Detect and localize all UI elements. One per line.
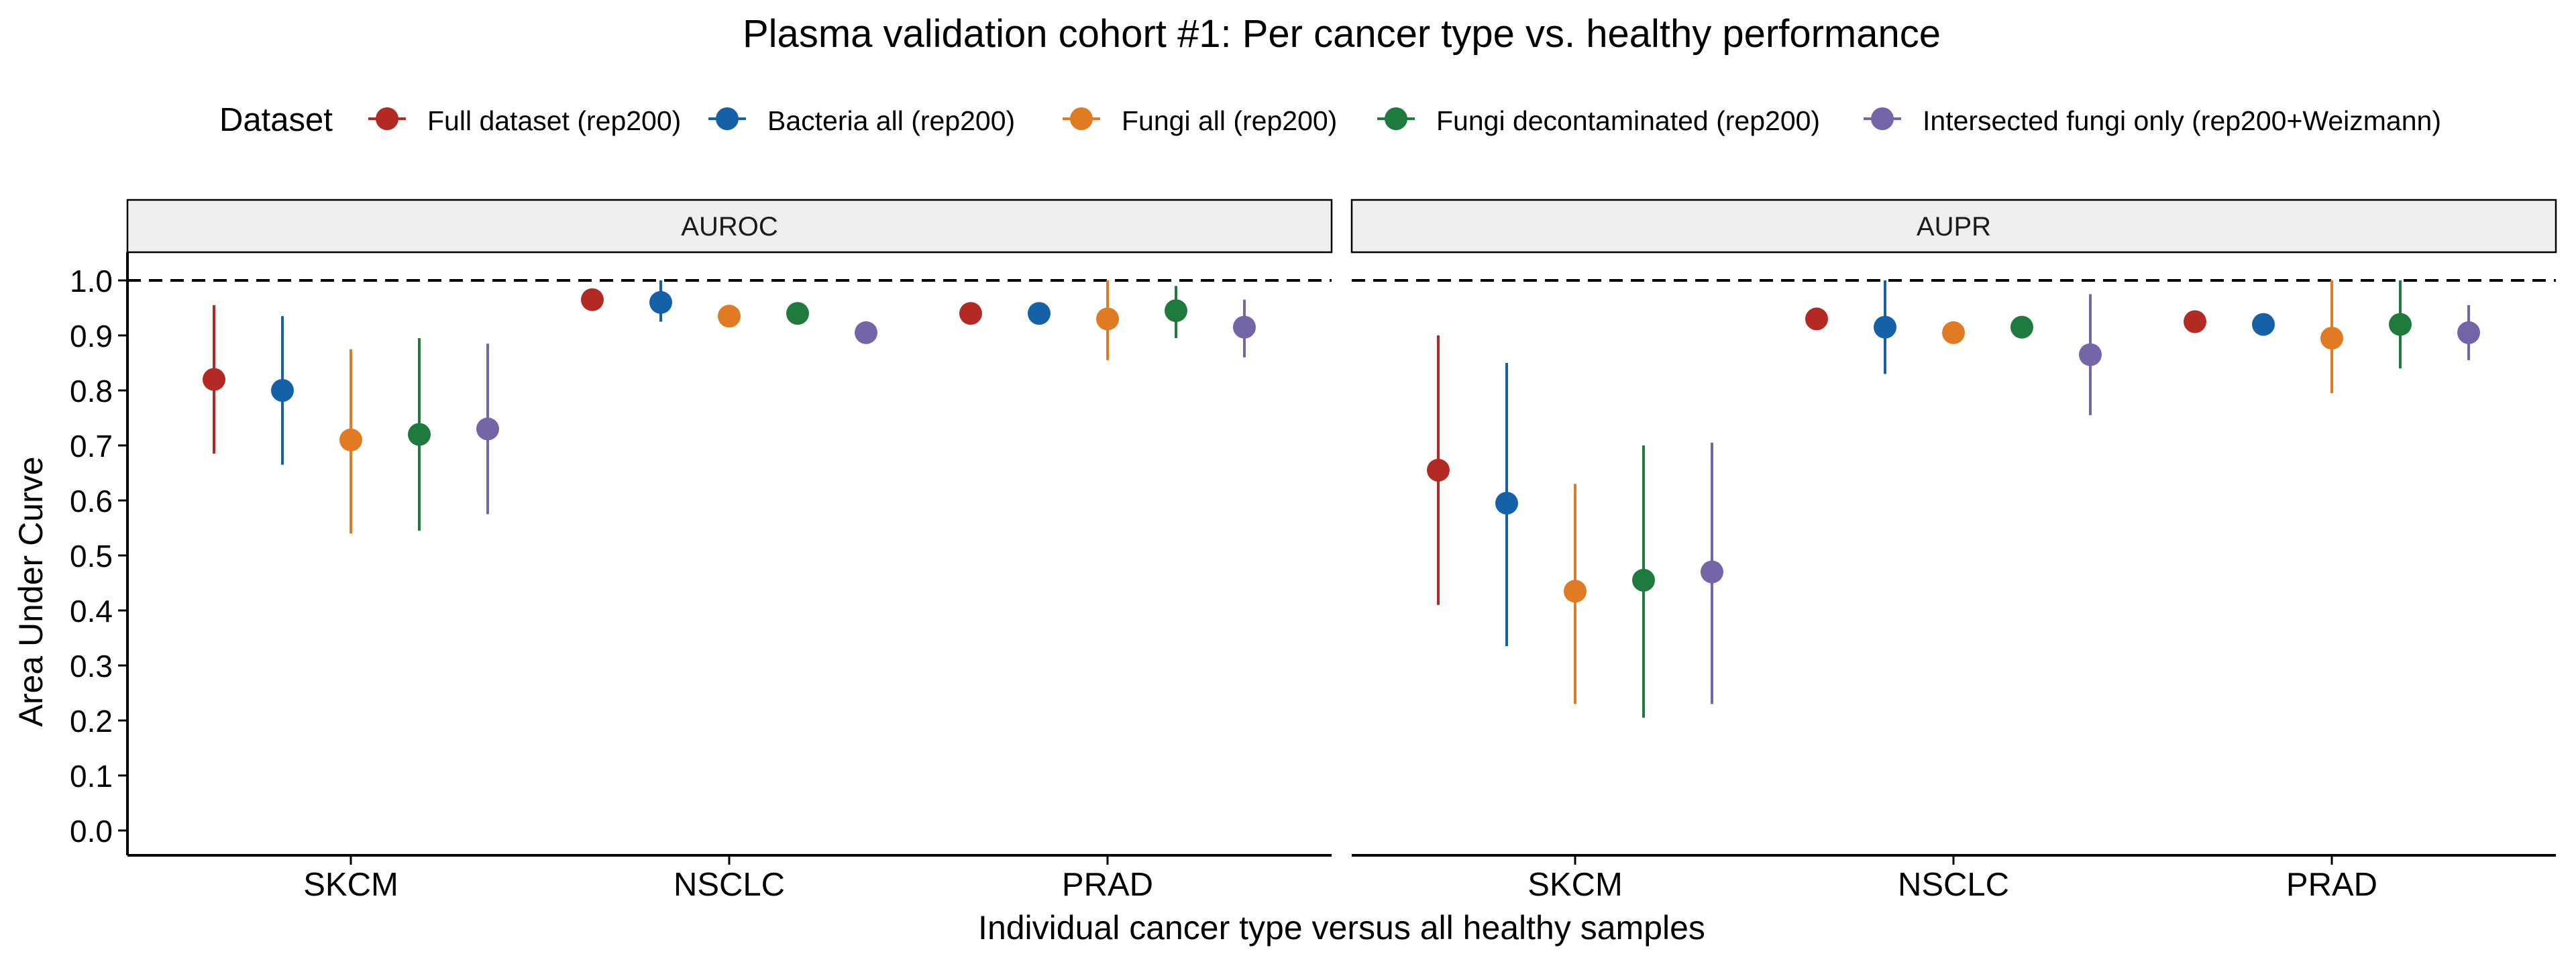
point-aupr-prad-fungi-all-rep200 (2320, 327, 2343, 350)
legend-label-bacteria-all-rep200: Bacteria all (rep200) (767, 105, 1015, 136)
point-auroc-prad-fungi-all-rep200 (1096, 307, 1119, 331)
point-auroc-nsclc-fungi-decontaminated-rep200 (786, 302, 809, 325)
legend-key-marker-fungi-all-rep200 (1070, 107, 1093, 130)
legend-label-fungi-all-rep200: Fungi all (rep200) (1122, 105, 1337, 136)
y-tick-label-0-4: 0.4 (70, 594, 113, 629)
y-tick-label-0-3: 0.3 (70, 649, 113, 684)
point-auroc-prad-fungi-decontaminated-rep200 (1165, 299, 1187, 323)
x-tick-label-auroc-prad: PRAD (1062, 867, 1153, 903)
panels: AUROC 0.0 0.1 0.2 0.3 0.4 0.5 0.6 0.7 0.8 0.9 1.0 SK… (70, 199, 2557, 903)
chart-title: Plasma validation cohort #1: Per cancer … (743, 12, 1941, 56)
legend-key-marker-fungi-decontaminated-rep200 (1385, 107, 1407, 130)
panel-strip-aupr (1350, 199, 2557, 254)
point-auroc-prad-intersected-fungi-only-rep200-weizmann (1233, 315, 1256, 339)
point-auroc-skcm-fungi-decontaminated-rep200 (408, 423, 431, 446)
legend-key-marker-bacteria-all-rep200 (716, 107, 739, 130)
legend-label-fungi-decontaminated-rep200: Fungi decontaminated (rep200) (1436, 105, 1820, 136)
legend-key-marker-full-dataset-rep200 (376, 107, 398, 130)
panel-aupr: AUPR SKCM NSCLC PRAD (1350, 199, 2557, 903)
panel-strip-label-aupr: AUPR (1917, 212, 1991, 241)
point-auroc-prad-bacteria-all-rep200 (1028, 302, 1051, 325)
y-tick-label-1-0: 1.0 (70, 264, 113, 299)
point-aupr-skcm-bacteria-all-rep200 (1495, 492, 1518, 515)
x-tick-label-auroc-skcm: SKCM (303, 867, 398, 903)
y-axis-label: Area Under Curve (12, 457, 50, 727)
point-aupr-prad-fungi-decontaminated-rep200 (2389, 313, 2412, 336)
x-tick-label-aupr-prad: PRAD (2286, 867, 2377, 903)
point-aupr-nsclc-bacteria-all-rep200 (1874, 315, 1896, 339)
legend-title: Dataset (219, 102, 333, 138)
y-tick-label-0-8: 0.8 (70, 374, 113, 409)
point-aupr-skcm-fungi-all-rep200 (1564, 580, 1587, 603)
point-aupr-nsclc-full-dataset-rep200 (1805, 307, 1828, 331)
point-auroc-skcm-fungi-all-rep200 (339, 428, 362, 451)
point-aupr-prad-intersected-fungi-only-rep200-weizmann (2457, 321, 2480, 344)
point-auroc-nsclc-bacteria-all-rep200 (649, 290, 672, 314)
y-tick-label-0-7: 0.7 (70, 429, 113, 464)
y-tick-label-0-0: 0.0 (70, 814, 113, 849)
panel-strip-label-auroc: AUROC (681, 212, 777, 241)
y-tick-label-0-1: 0.1 (70, 759, 113, 794)
x-tick-label-auroc-nsclc: NSCLC (674, 867, 785, 903)
legend-key-marker-intersected-fungi-only-rep200-weizmann (1871, 107, 1894, 130)
point-aupr-skcm-fungi-decontaminated-rep200 (1632, 568, 1655, 592)
point-aupr-prad-bacteria-all-rep200 (2252, 313, 2275, 336)
y-tick-label-0-9: 0.9 (70, 319, 113, 354)
point-auroc-skcm-full-dataset-rep200 (203, 368, 225, 391)
legend-label-intersected-fungi-only-rep200-weizmann: Intersected fungi only (rep200+Weizmann) (1923, 105, 2441, 136)
legend-label-full-dataset-rep200: Full dataset (rep200) (427, 105, 681, 136)
y-tick-label-0-5: 0.5 (70, 539, 113, 574)
point-auroc-nsclc-intersected-fungi-only-rep200-weizmann (855, 321, 877, 344)
point-aupr-nsclc-fungi-decontaminated-rep200 (2010, 315, 2033, 339)
x-axis-label: Individual cancer type versus all health… (978, 909, 1705, 947)
point-aupr-nsclc-fungi-all-rep200 (1942, 321, 1965, 344)
legend: Dataset Full dataset (rep200) Bacteria al… (219, 102, 2441, 138)
panel-auroc: AUROC 0.0 0.1 0.2 0.3 0.4 0.5 0.6 0.7 0.8 0.9 1.0 SK… (70, 199, 1333, 903)
point-auroc-prad-full-dataset-rep200 (959, 302, 982, 325)
x-tick-label-aupr-skcm: SKCM (1527, 867, 1623, 903)
panel-strip-auroc (126, 199, 1333, 254)
point-aupr-skcm-intersected-fungi-only-rep200-weizmann (1701, 560, 1723, 584)
y-tick-label-0-6: 0.6 (70, 484, 113, 519)
x-tick-label-aupr-nsclc: NSCLC (1898, 867, 2009, 903)
y-tick-label-0-2: 0.2 (70, 704, 113, 739)
point-auroc-nsclc-fungi-all-rep200 (718, 305, 741, 328)
point-aupr-skcm-full-dataset-rep200 (1427, 458, 1450, 482)
point-aupr-nsclc-intersected-fungi-only-rep200-weizmann (2079, 343, 2102, 366)
point-auroc-skcm-bacteria-all-rep200 (271, 379, 294, 402)
point-auroc-skcm-intersected-fungi-only-rep200-weizmann (476, 417, 499, 441)
point-aupr-prad-full-dataset-rep200 (2184, 310, 2206, 333)
point-auroc-nsclc-full-dataset-rep200 (581, 288, 604, 311)
